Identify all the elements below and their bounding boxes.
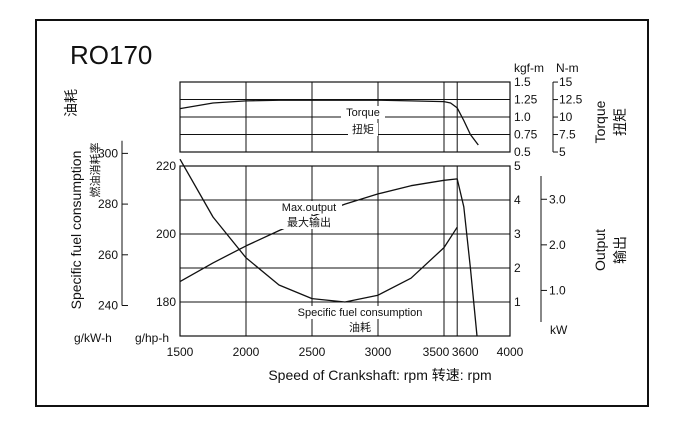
sfc-axis-label-cn-top: 油耗 <box>63 89 79 117</box>
output-tick: 4 <box>514 193 521 207</box>
sfc-ghph-tick: 200 <box>156 227 176 241</box>
torque-nm-tick: 10 <box>559 110 573 124</box>
output-axis-label-cn: 输出 <box>612 236 628 264</box>
output-tick: 5 <box>514 159 521 173</box>
torque-nm-tick: 12.5 <box>559 93 583 107</box>
series-layer <box>179 99 479 337</box>
torque-kgfm-tick: 0.75 <box>514 128 538 142</box>
torque-nm-tick: 5 <box>559 145 566 159</box>
sfc-unit-ghph: g/hp-h <box>135 331 169 345</box>
torque-axis-label-cn: 扭矩 <box>612 108 628 136</box>
x-tick-label: 2500 <box>299 345 326 359</box>
sfc-unit-gkwh: g/kW-h <box>74 331 112 345</box>
sfc-ghph-tick: 180 <box>156 295 176 309</box>
torque-kgfm-tick: 1.0 <box>514 110 531 124</box>
max-output-label: Max.output <box>282 202 336 214</box>
output-tick: 2 <box>514 261 521 275</box>
sfc-ghph-tick: 220 <box>156 159 176 173</box>
output-tick: 1 <box>514 295 521 309</box>
torque-label-bg <box>341 106 385 119</box>
sfc-axis-label-cn: 燃油消耗率 <box>88 143 102 198</box>
x-tick-label: 3500 <box>423 345 450 359</box>
torque-label-cn-bg <box>348 123 378 136</box>
torque-curve <box>179 99 479 146</box>
sfc-gkwh-tick: 260 <box>98 248 118 262</box>
kw-unit: kW <box>550 323 568 337</box>
x-tick-label: 1500 <box>167 345 194 359</box>
torque-unit-nm: N-m <box>556 61 579 75</box>
torque-nm-tick: 7.5 <box>559 128 576 142</box>
max-output-label-bg <box>276 201 342 214</box>
kw-tick: 3.0 <box>549 192 566 206</box>
x-tick-label: 3000 <box>365 345 392 359</box>
x-axis-label: Speed of Crankshaft: rpm 转速: rpm <box>268 367 491 383</box>
torque-label-cn: 扭矩 <box>352 122 374 136</box>
sfc-curve-label-bg <box>280 306 440 319</box>
max-output-label-cn: 最大输出 <box>287 215 331 229</box>
x-tick-label: 3600 <box>452 345 479 359</box>
output-tick: 3 <box>514 227 521 241</box>
sfc-gkwh-tick: 300 <box>98 146 118 160</box>
torque-axis-label: Torque <box>592 100 608 143</box>
sfc-curve-label-cn: 油耗 <box>349 320 371 334</box>
sfc-curve-label: Specific fuel consumption <box>298 307 423 319</box>
torque-nm-tick: 15 <box>559 75 573 89</box>
sfc-curve <box>179 158 458 303</box>
x-tick-label: 4000 <box>497 345 524 359</box>
torque-panel <box>179 81 511 153</box>
sfc-gkwh-tick: 280 <box>98 197 118 211</box>
torque-kgfm-tick: 1.5 <box>514 75 531 89</box>
max-output-label-cn-bg <box>281 216 337 229</box>
torque-kgfm-tick: 1.25 <box>514 93 538 107</box>
torque-unit-kgfm: kgf-m <box>514 61 544 75</box>
torque-label: Torque <box>346 107 380 119</box>
chart-title: RO170 <box>70 40 152 70</box>
sfc-curve-label-cn-bg <box>345 321 375 334</box>
sfc-gkwh-tick: 240 <box>98 299 118 313</box>
output-axis-label: Output <box>592 229 608 271</box>
max-output-curve <box>179 178 478 337</box>
axes: 1500 2000 2500 3000 3500 3600 4000 Speed of Cra… <box>74 61 583 383</box>
kw-tick: 1.0 <box>549 283 566 297</box>
torque-kgfm-tick: 0.5 <box>514 145 531 159</box>
x-tick-label: 2000 <box>233 345 260 359</box>
kw-tick: 2.0 <box>549 238 566 252</box>
sfc-axis-label: Specific fuel consumption <box>68 151 84 310</box>
